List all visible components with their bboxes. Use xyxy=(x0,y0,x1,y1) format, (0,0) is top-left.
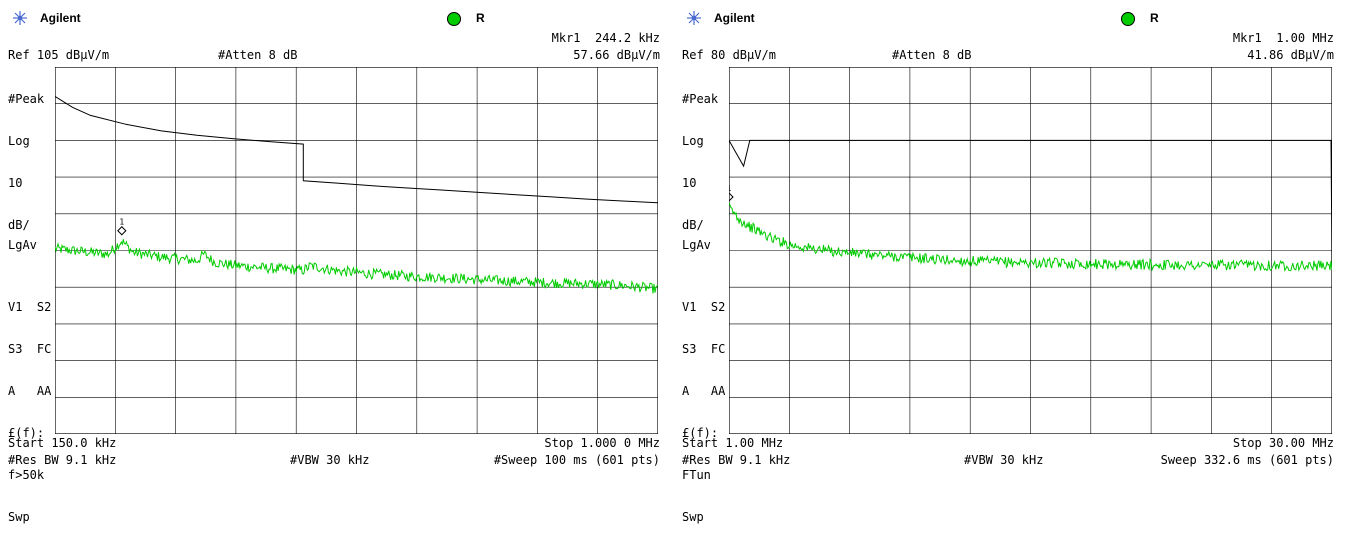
side-label: dB/ xyxy=(682,218,704,232)
measurement-trace xyxy=(55,239,658,294)
marker-frequency-readout: Mkr1 1.00 MHz xyxy=(1232,31,1334,45)
reference-level-label: Ref 105 dBμV/m xyxy=(8,48,110,62)
side-label-group-bottom: V1 S2 S3 FC A AA £(f): f>50k Swp xyxy=(8,272,51,552)
side-label: £(f): xyxy=(682,426,719,440)
agilent-logo-icon xyxy=(687,11,701,25)
side-label: 10 xyxy=(8,176,23,190)
side-label: #Peak xyxy=(682,92,719,106)
start-frequency: Start 1.00 MHz xyxy=(682,436,784,450)
marker-1[interactable]: 1 xyxy=(117,218,127,236)
attenuation-label: #Atten 8 dB xyxy=(892,48,972,62)
side-label: Log xyxy=(682,134,704,148)
side-label: Log xyxy=(8,134,30,148)
graticule xyxy=(729,67,1332,434)
resolution-bandwidth: #Res BW 9.1 kHz xyxy=(8,453,117,467)
r-indicator-label: R xyxy=(476,11,485,25)
sweep-time: #Sweep 100 ms (601 pts) xyxy=(493,453,660,467)
left-analyzer-panel: Agilent R Mkr1 244.2 kHz Ref 105 dBμV/m … xyxy=(0,0,674,524)
marker-amplitude-readout: 57.66 dBμV/m xyxy=(573,48,660,62)
side-label: A AA xyxy=(8,384,52,398)
side-label: £(f): xyxy=(8,426,45,440)
marker-amplitude-readout: 41.86 dBμV/m xyxy=(1247,48,1334,62)
stop-frequency: Stop 30.00 MHz xyxy=(1232,436,1334,450)
spectrum-plot-right: 1 xyxy=(729,67,1332,434)
video-bandwidth: #VBW 30 kHz xyxy=(964,453,1044,467)
status-indicator-icon xyxy=(1121,12,1135,26)
side-label-group-top: #Peak Log 10 dB/ xyxy=(8,64,44,260)
marker-diamond-icon xyxy=(117,226,127,236)
video-bandwidth: #VBW 30 kHz xyxy=(290,453,370,467)
marker-frequency-readout: Mkr1 244.2 kHz xyxy=(551,31,660,45)
side-label: #Peak xyxy=(8,92,45,106)
resolution-bandwidth: #Res BW 9.1 kHz xyxy=(682,453,791,467)
side-label: V1 S2 xyxy=(8,300,52,314)
side-label: f>50k xyxy=(8,468,45,482)
marker-diamond-icon xyxy=(729,192,734,202)
side-label-group-bottom: V1 S2 S3 FC A AA £(f): FTun Swp xyxy=(682,272,725,552)
side-label: dB/ xyxy=(8,218,30,232)
sweep-time: Sweep 332.6 ms (601 pts) xyxy=(1160,453,1334,467)
spectrum-plot-left: 1 xyxy=(55,67,658,434)
side-label: 10 xyxy=(682,176,697,190)
marker-1[interactable]: 1 xyxy=(729,184,734,202)
marker-number: 1 xyxy=(729,184,732,193)
agilent-logo-icon xyxy=(13,11,27,25)
side-label: Swp xyxy=(682,510,704,524)
graticule xyxy=(55,67,658,434)
start-frequency: Start 150.0 kHz xyxy=(8,436,117,450)
side-label-group-top: #Peak Log 10 dB/ xyxy=(682,64,718,260)
limit-line xyxy=(55,95,658,204)
brand-label: Agilent xyxy=(714,11,755,25)
measurement-trace xyxy=(729,202,1332,272)
side-label: FTun xyxy=(682,468,711,482)
lgav-label: LgAv xyxy=(682,238,711,252)
attenuation-label: #Atten 8 dB xyxy=(218,48,298,62)
brand-label: Agilent xyxy=(40,11,81,25)
lgav-label: LgAv xyxy=(8,238,37,252)
side-label: S3 FC xyxy=(682,342,726,356)
right-analyzer-panel: Agilent R Mkr1 1.00 MHz Ref 80 dBμV/m #A… xyxy=(674,0,1348,524)
status-indicator-icon xyxy=(447,12,461,26)
reference-level-label: Ref 80 dBμV/m xyxy=(682,48,776,62)
limit-line xyxy=(729,139,1332,266)
side-label: A AA xyxy=(682,384,726,398)
r-indicator-label: R xyxy=(1150,11,1159,25)
side-label: S3 FC xyxy=(8,342,52,356)
marker-number: 1 xyxy=(119,218,124,227)
side-label: V1 S2 xyxy=(682,300,726,314)
side-label: Swp xyxy=(8,510,30,524)
stop-frequency: Stop 1.000 0 MHz xyxy=(544,436,660,450)
